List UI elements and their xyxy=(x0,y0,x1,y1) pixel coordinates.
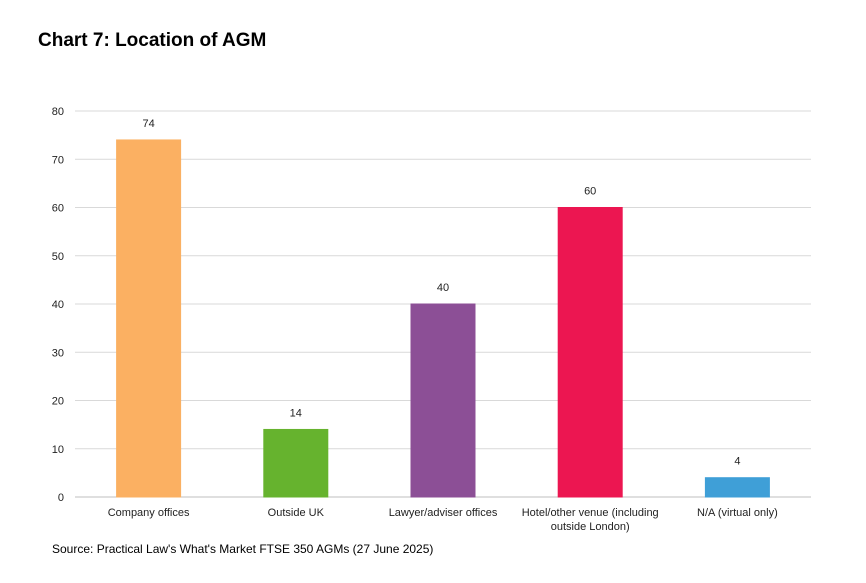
data-label: 60 xyxy=(584,186,596,198)
bar xyxy=(410,303,476,498)
data-label: 74 xyxy=(142,118,154,130)
x-category-label: Company offices xyxy=(108,507,190,519)
y-tick-label: 0 xyxy=(58,492,64,504)
bar xyxy=(116,139,182,498)
y-tick-label: 30 xyxy=(52,347,64,359)
y-tick-label: 70 xyxy=(52,154,64,166)
data-label: 14 xyxy=(290,407,302,419)
x-category-label: N/A (virtual only) xyxy=(697,507,778,519)
y-tick-label: 60 xyxy=(52,203,64,215)
bar xyxy=(704,477,770,498)
chart-title: Chart 7: Location of AGM xyxy=(38,30,267,51)
bar xyxy=(557,207,623,498)
y-tick-label: 50 xyxy=(52,251,64,263)
source-note: Source: Practical Law's What's Market FT… xyxy=(52,542,434,556)
x-category-label: Hotel/other venue (including outside Lond… xyxy=(522,507,659,533)
bar xyxy=(263,428,329,498)
x-category-label: Outside UK xyxy=(268,507,325,519)
y-tick-label: 10 xyxy=(52,444,64,456)
y-tick-label: 20 xyxy=(52,396,64,408)
data-label: 40 xyxy=(437,282,449,294)
data-label: 4 xyxy=(734,456,740,468)
y-tick-label: 80 xyxy=(52,106,64,118)
x-category-label: Lawyer/adviser offices xyxy=(389,507,498,519)
y-tick-label: 40 xyxy=(52,299,64,311)
